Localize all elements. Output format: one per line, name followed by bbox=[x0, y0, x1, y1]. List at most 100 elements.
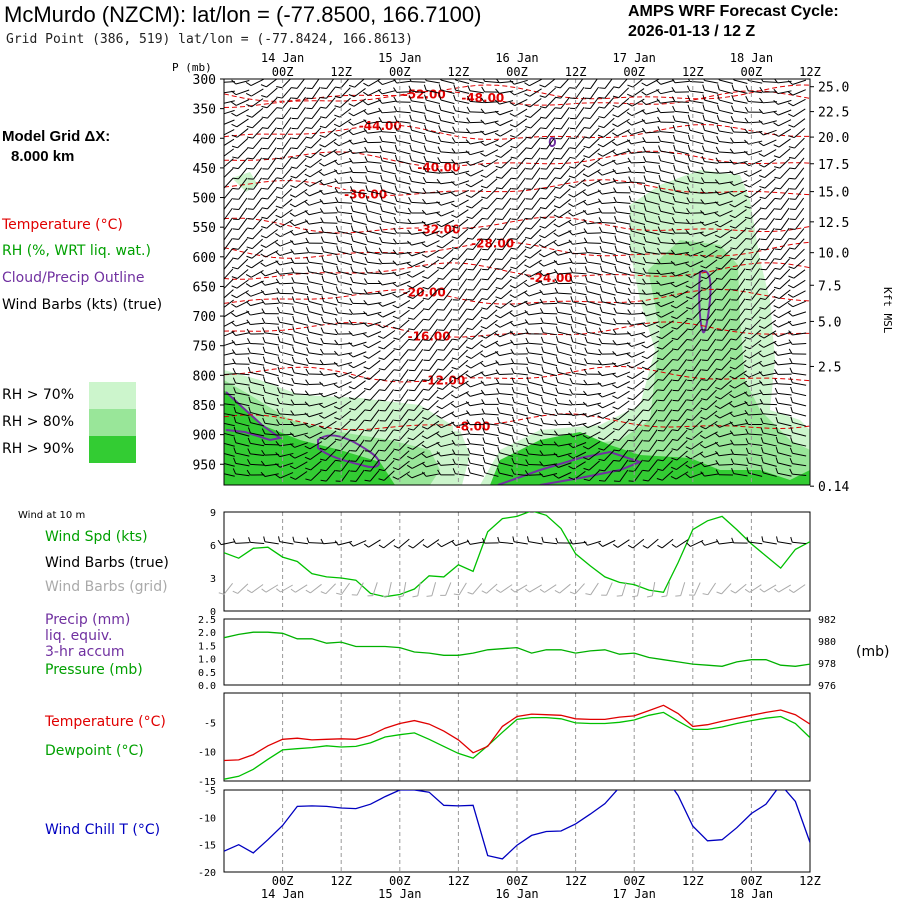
wind-barb bbox=[553, 441, 572, 447]
wind-barb bbox=[466, 319, 483, 331]
wind-barb bbox=[231, 89, 250, 96]
wind-barb bbox=[570, 346, 587, 356]
surface-wind-barb-grid bbox=[675, 582, 686, 597]
legend-rh70-label: RH > 70% bbox=[2, 387, 75, 403]
temperature-contour-label: -8.00 bbox=[456, 419, 491, 433]
wind-barb bbox=[319, 170, 338, 176]
wind-barb bbox=[451, 370, 469, 380]
wind-barb bbox=[379, 429, 394, 442]
wind-barb bbox=[224, 383, 235, 385]
pressure-tick-label: 982 bbox=[818, 615, 836, 626]
wind-barb bbox=[379, 215, 396, 225]
wind-barb bbox=[333, 150, 352, 156]
wind-barb bbox=[745, 218, 761, 230]
wind-barb bbox=[233, 437, 250, 447]
axes-text: 00Z00Z12Z12Z00Z00Z12Z12Z00Z00Z12Z12Z00Z0… bbox=[172, 51, 894, 900]
wind-barb bbox=[612, 87, 630, 99]
wind-barb bbox=[247, 437, 265, 447]
wind-barb bbox=[759, 86, 777, 93]
wind-barb bbox=[656, 291, 675, 297]
wind-barb bbox=[775, 426, 792, 437]
wind-barb bbox=[584, 266, 602, 276]
wind-barb bbox=[597, 381, 616, 387]
wind-barb bbox=[613, 449, 629, 462]
wind-barb bbox=[699, 452, 719, 458]
wind-barb bbox=[701, 328, 717, 341]
wind-barb bbox=[336, 245, 353, 256]
wind-barb bbox=[436, 229, 454, 238]
wind-barb bbox=[570, 306, 587, 316]
wind-barb bbox=[627, 157, 646, 164]
wind-barb bbox=[525, 218, 541, 230]
wind-barb bbox=[658, 164, 675, 175]
wind-barb bbox=[658, 215, 675, 225]
wind-barb bbox=[511, 177, 526, 190]
wind-barb bbox=[789, 367, 807, 376]
wind-barb bbox=[714, 190, 733, 196]
wind-barb bbox=[555, 316, 572, 326]
windchill-panel-frame bbox=[223, 789, 811, 873]
wind-barb bbox=[319, 149, 337, 157]
wind-barb bbox=[466, 128, 484, 134]
wind-barb bbox=[289, 471, 308, 480]
wind-barb bbox=[700, 188, 719, 194]
wind-barb bbox=[497, 426, 514, 437]
wind-barb bbox=[407, 240, 426, 246]
wind-barb bbox=[597, 138, 616, 148]
wind-barb bbox=[233, 457, 250, 467]
top-time-tick: 00Z bbox=[272, 65, 294, 79]
wind-barb bbox=[744, 409, 763, 416]
wind-barb bbox=[774, 248, 790, 261]
wind-barb bbox=[276, 408, 294, 416]
wind-barb bbox=[393, 216, 411, 225]
wind-barb bbox=[672, 369, 687, 382]
wind-barb bbox=[423, 308, 439, 321]
surface-wind-barb-grid bbox=[336, 582, 350, 596]
wind-barb bbox=[451, 137, 470, 143]
wind-barb bbox=[788, 339, 807, 345]
wind-barb bbox=[422, 389, 439, 401]
wind-barb bbox=[465, 150, 484, 156]
wind-barb bbox=[379, 389, 394, 402]
wind-barb bbox=[378, 107, 397, 114]
legend-temperature-sfc: Temperature (°C) bbox=[45, 714, 166, 730]
surface-wind-barb bbox=[598, 539, 616, 547]
wind-barb bbox=[232, 157, 248, 170]
wind-barb bbox=[304, 190, 323, 197]
wind-barb bbox=[245, 88, 264, 97]
surface-wind-barb-grid bbox=[759, 584, 777, 593]
wind-barb bbox=[275, 188, 293, 199]
wind-barb bbox=[348, 341, 367, 347]
wind-barb bbox=[336, 275, 353, 286]
wind-barb bbox=[700, 400, 718, 411]
wind-barb bbox=[275, 430, 294, 436]
wind-barb bbox=[584, 86, 599, 100]
wind-barb bbox=[349, 409, 366, 421]
surface-wind-barb bbox=[292, 536, 309, 545]
wind-barb bbox=[363, 278, 382, 285]
wind-barb bbox=[365, 185, 382, 195]
pressure-line bbox=[224, 631, 810, 667]
wind-barb bbox=[598, 440, 615, 451]
wind-barb bbox=[729, 421, 748, 427]
wind-barb bbox=[260, 239, 279, 248]
wind-barb bbox=[643, 235, 660, 245]
wind-barb bbox=[774, 238, 790, 251]
wind-barb bbox=[597, 170, 616, 176]
wind-barb bbox=[540, 177, 556, 190]
wind-barb bbox=[247, 357, 265, 366]
wind-barb bbox=[569, 86, 585, 99]
wind-barb bbox=[511, 228, 527, 240]
wind-barb bbox=[224, 268, 234, 280]
bottom-time-tick: 12Z bbox=[330, 874, 352, 888]
wind-barb bbox=[276, 177, 292, 190]
pressure-tick-label: 550 bbox=[193, 221, 216, 236]
wind-barb bbox=[744, 188, 762, 199]
wind-barb bbox=[408, 358, 424, 372]
wind-barb bbox=[379, 205, 396, 215]
wind-barb bbox=[260, 229, 278, 239]
wind-barb bbox=[582, 441, 601, 450]
wind-barb bbox=[496, 207, 512, 221]
wind-barb bbox=[465, 179, 484, 188]
wind-barb bbox=[540, 167, 556, 180]
